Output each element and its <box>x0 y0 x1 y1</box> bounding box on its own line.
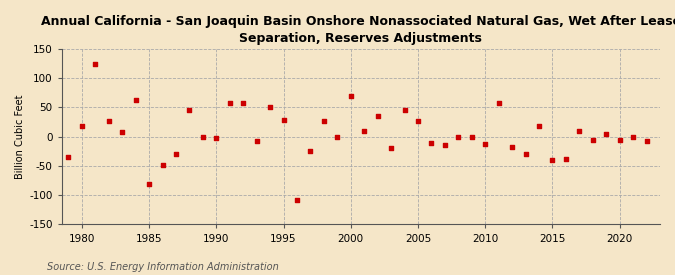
Point <box>466 134 477 139</box>
Point <box>265 105 275 110</box>
Point <box>399 108 410 112</box>
Point <box>251 139 262 144</box>
Point <box>332 134 343 139</box>
Text: Source: U.S. Energy Information Administration: Source: U.S. Energy Information Administ… <box>47 262 279 272</box>
Point <box>641 139 652 144</box>
Point <box>507 145 518 149</box>
Point <box>63 155 74 160</box>
Point <box>628 134 639 139</box>
Point <box>426 140 437 145</box>
Point <box>385 146 396 151</box>
Point <box>587 138 598 142</box>
Point <box>534 124 545 128</box>
Point <box>574 129 585 133</box>
Point <box>211 136 221 140</box>
Point <box>439 143 450 148</box>
Point <box>224 101 235 106</box>
Point <box>480 142 491 146</box>
Point <box>412 119 423 123</box>
Point <box>453 134 464 139</box>
Point <box>560 157 571 161</box>
Point <box>493 101 504 106</box>
Point <box>547 158 558 162</box>
Point <box>130 98 141 103</box>
Point <box>198 134 209 139</box>
Point <box>184 108 195 112</box>
Point <box>157 163 168 167</box>
Title: Annual California - San Joaquin Basin Onshore Nonassociated Natural Gas, Wet Aft: Annual California - San Joaquin Basin On… <box>40 15 675 45</box>
Point <box>614 138 625 142</box>
Point <box>76 124 87 128</box>
Point <box>144 181 155 186</box>
Point <box>117 130 128 134</box>
Point <box>103 119 114 123</box>
Point <box>372 114 383 119</box>
Point <box>319 119 329 123</box>
Point <box>238 101 248 106</box>
Point <box>601 131 612 136</box>
Point <box>278 118 289 123</box>
Point <box>359 129 370 133</box>
Point <box>520 152 531 156</box>
Point <box>292 198 302 203</box>
Y-axis label: Billion Cubic Feet: Billion Cubic Feet <box>15 94 25 179</box>
Point <box>171 152 182 156</box>
Point <box>90 61 101 66</box>
Point <box>305 149 316 153</box>
Point <box>346 94 356 98</box>
